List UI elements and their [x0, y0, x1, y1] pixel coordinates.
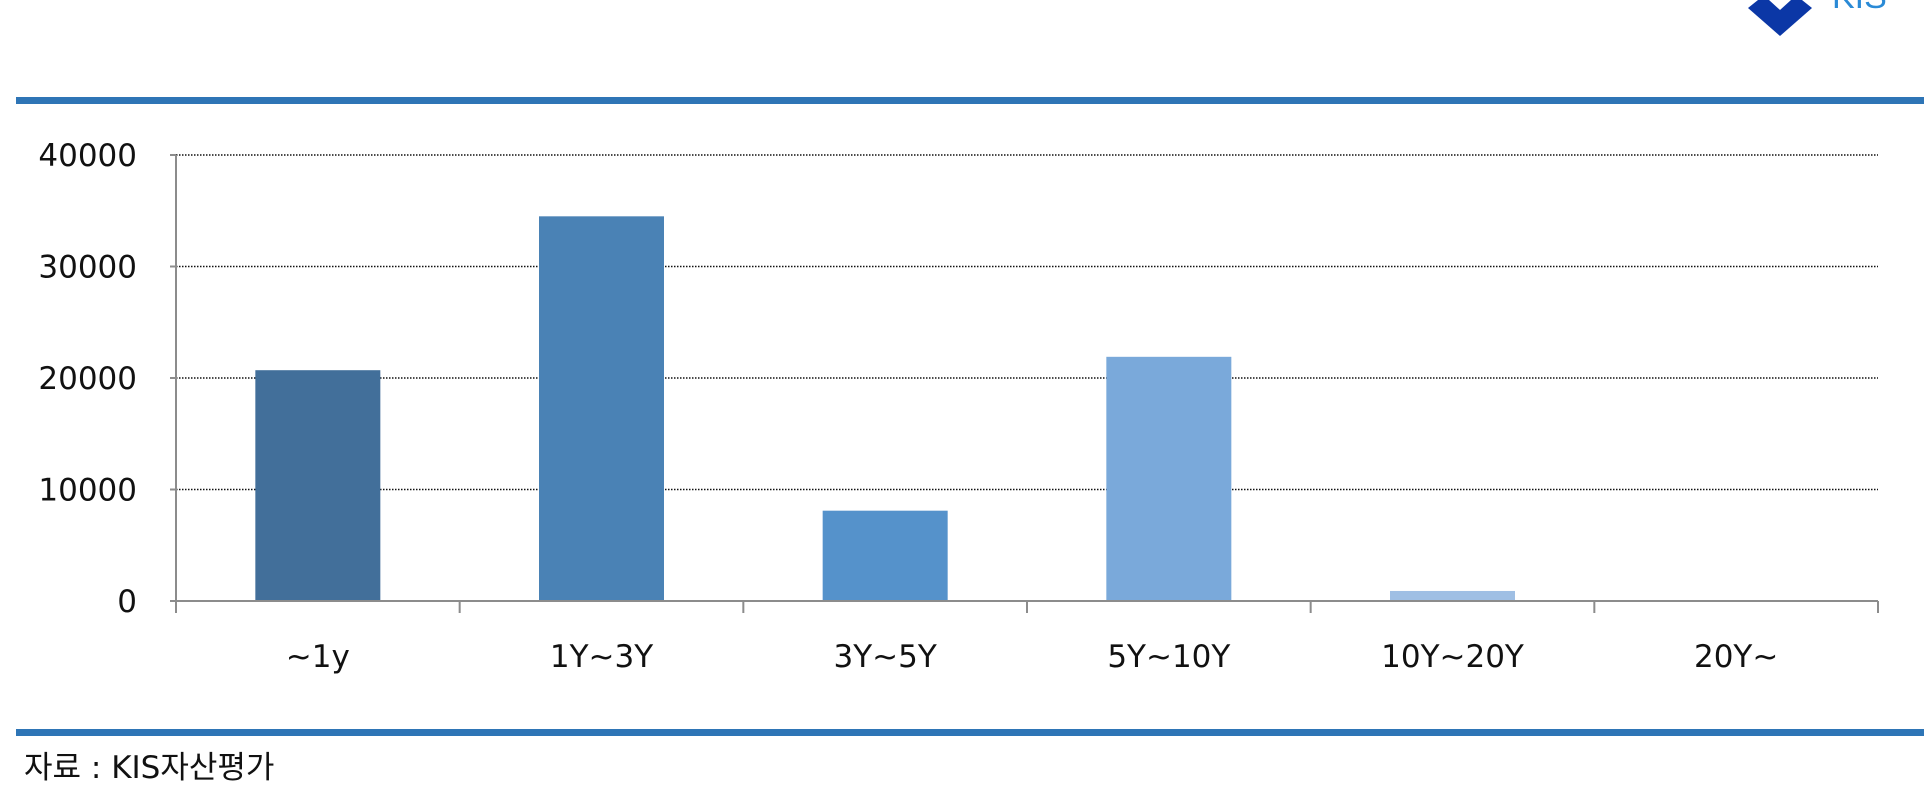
- bar-3: [1106, 356, 1232, 601]
- bar-chart: 0 10000 20000 30000 40000 ~1y 1Y~3Y 3Y~5Y 5Y~10Y…: [38, 138, 1879, 675]
- bars-layer: [255, 216, 1515, 601]
- footer-rule: [16, 729, 1924, 736]
- bar-4: [1390, 590, 1515, 601]
- x-tick-label: 1Y~3Y: [550, 639, 653, 675]
- kis-logo-mark-icon: [1748, 0, 1812, 36]
- x-tick-label: 5Y~10Y: [1107, 639, 1230, 675]
- y-tick-label: 0: [117, 584, 137, 620]
- kis-logo-text: KIS: [1832, 0, 1887, 17]
- labels-layer: 0 10000 20000 30000 40000 ~1y 1Y~3Y 3Y~5Y 5Y~10Y…: [38, 138, 1778, 675]
- axis-layer: [170, 154, 1879, 613]
- header-rule: [16, 97, 1924, 104]
- y-tick-label: 30000: [38, 250, 137, 286]
- y-tick-label: 20000: [38, 361, 137, 397]
- y-tick-label: 10000: [38, 473, 137, 509]
- kis-logo: KIS: [1700, 0, 1924, 42]
- x-tick-label: 10Y~20Y: [1381, 639, 1524, 675]
- y-tick-label: 40000: [38, 138, 137, 174]
- bar-0: [255, 370, 381, 601]
- x-tick-label: ~1y: [286, 639, 350, 675]
- bar-2: [822, 510, 948, 601]
- grid-layer: [176, 154, 1878, 491]
- source-note: 자료 : KIS자산평가: [24, 750, 275, 786]
- x-tick-label: 20Y~: [1694, 639, 1778, 675]
- x-tick-label: 3Y~5Y: [834, 639, 937, 675]
- bar-1: [539, 216, 664, 601]
